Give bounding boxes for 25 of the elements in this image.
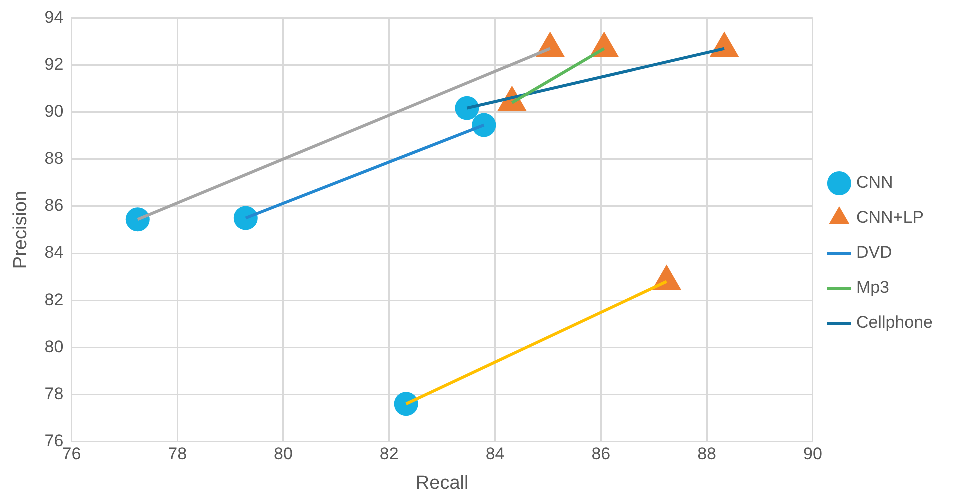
x-tick-label: 90: [803, 444, 822, 464]
y-tick-label: 78: [44, 384, 64, 404]
legend-label: DVD: [856, 243, 892, 262]
legend-label: Cellphone: [856, 313, 934, 332]
y-tick-label: 76: [44, 431, 64, 450]
y-tick-label: 82: [44, 290, 64, 310]
x-tick-label: 76: [62, 444, 82, 464]
y-axis-title: Precision: [10, 190, 32, 270]
legend-label: CNN+LP: [856, 208, 924, 228]
x-tick-label: 86: [592, 444, 611, 464]
y-tick-label: 92: [44, 54, 64, 74]
y-tick-label: 90: [44, 102, 64, 122]
x-tick-label: 80: [274, 444, 293, 464]
y-tick-label: 94: [44, 8, 64, 27]
y-tick-label: 88: [44, 149, 64, 168]
legend-label: Mp3: [856, 278, 890, 298]
y-tick-label: 80: [44, 337, 64, 356]
y-tick-label: 84: [44, 243, 64, 262]
x-axis-title: Recall: [416, 472, 469, 494]
y-tick-label: 86: [44, 196, 64, 216]
x-tick-label: 78: [168, 444, 188, 464]
x-tick-label: 88: [698, 444, 717, 464]
x-tick-label: 82: [380, 444, 399, 464]
x-tick-label: 84: [486, 444, 505, 464]
legend-label: CNN: [856, 173, 894, 192]
